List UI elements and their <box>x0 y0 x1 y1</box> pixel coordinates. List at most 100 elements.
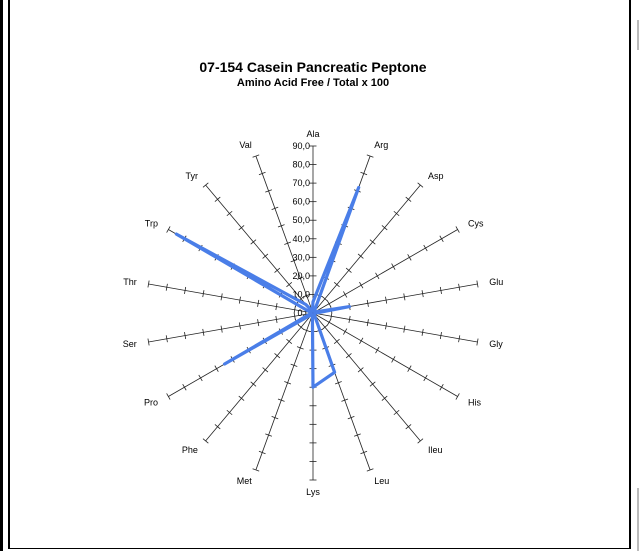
radar-axes <box>148 146 478 480</box>
axis-tick <box>366 154 374 158</box>
axis-tick <box>405 424 412 430</box>
axis-label-trp: Trp <box>145 219 158 229</box>
axis-tick <box>385 322 388 330</box>
axis-tick <box>303 328 311 333</box>
axis-label-cys: Cys <box>468 219 484 229</box>
radar-tick-labels: 0,0 10,0 20,0 30,0 40,0 50,0 60,0 70,0 80,0 90,0 <box>292 141 310 318</box>
axis-tick <box>262 367 269 373</box>
axis-line-phe <box>205 312 314 442</box>
axis-tick <box>166 226 171 233</box>
axis-tick <box>214 196 221 202</box>
axis-tick <box>290 363 298 367</box>
axis-tick <box>202 182 209 188</box>
data-point-ala <box>311 300 315 304</box>
axis-tick <box>455 393 460 400</box>
axis-tick <box>284 381 292 385</box>
axis-tick <box>405 196 412 202</box>
axis-line-his <box>312 312 458 397</box>
axis-tick <box>345 267 352 273</box>
data-point-leu <box>333 371 336 374</box>
axis-tick <box>226 409 233 416</box>
data-point-glu <box>348 305 351 308</box>
axis-line-ileu <box>312 312 421 442</box>
axis-tick <box>214 424 221 430</box>
axis-tick <box>262 253 269 259</box>
axis-tick <box>458 283 461 291</box>
tick-label: 70,0 <box>292 178 310 188</box>
axis-tick <box>296 346 304 350</box>
axis-tick <box>359 337 364 345</box>
axis-label-tyr: Tyr <box>185 171 198 181</box>
axis-tick <box>366 299 369 307</box>
axis-tick <box>439 286 442 294</box>
axis-tick <box>330 312 333 320</box>
axis-line-thr <box>148 283 314 314</box>
axis-tick <box>407 254 412 261</box>
axis-label-ser: Ser <box>123 339 137 349</box>
axis-tick <box>326 319 332 326</box>
axis-tick <box>403 293 406 301</box>
axis-tick <box>439 332 442 340</box>
data-point-lys <box>311 386 315 389</box>
axis-tick <box>257 299 260 307</box>
axis-line-tyr <box>205 184 314 314</box>
axis-tick <box>277 398 285 402</box>
axis-tick <box>345 353 352 359</box>
axis-tick <box>343 328 348 335</box>
data-point-ileu <box>312 313 316 316</box>
axis-tick <box>334 381 342 385</box>
radar-ticks <box>147 145 479 481</box>
chart-title: 07-154 Casein Pancreatic Peptone <box>199 59 426 75</box>
axis-tick <box>385 296 388 304</box>
radar-series <box>174 185 361 389</box>
axis-tick <box>359 281 364 289</box>
axis-tick <box>458 335 461 343</box>
tick-label: 0,0 <box>297 308 310 318</box>
axis-tick <box>353 433 361 437</box>
axis-tick <box>293 312 296 320</box>
data-point-arg <box>357 186 360 189</box>
axis-tick <box>184 286 187 294</box>
axis-tick <box>277 224 285 228</box>
tick-label: 80,0 <box>292 160 310 170</box>
axis-tick <box>391 356 396 363</box>
axis-tick <box>250 239 257 245</box>
axis-tick <box>343 291 348 298</box>
axis-tick <box>369 239 376 245</box>
axis-tick <box>214 365 219 372</box>
axis-tick <box>238 296 241 304</box>
axis-tick <box>421 290 424 298</box>
axis-line-val <box>255 155 314 314</box>
axis-tick <box>238 395 245 401</box>
axis-tick <box>333 282 340 288</box>
axis-tick <box>326 300 332 307</box>
data-point-trp <box>175 232 178 236</box>
axis-tick <box>347 416 355 420</box>
axis-label-ileu: Ileu <box>428 445 443 455</box>
axis-tick <box>375 346 380 354</box>
axis-tick <box>271 416 279 420</box>
tick-label: 40,0 <box>292 234 310 244</box>
axis-label-lys: Lys <box>306 487 320 497</box>
axis-tick <box>360 450 368 455</box>
axis-tick <box>275 303 278 311</box>
axis-tick <box>286 282 293 288</box>
axis-tick <box>407 365 412 372</box>
axis-tick <box>202 438 209 444</box>
axis-tick <box>439 235 444 243</box>
axis-tick <box>220 325 223 333</box>
chart-frame <box>8 0 631 549</box>
axis-tick <box>341 398 349 402</box>
axis-tick <box>455 226 460 233</box>
axis-tick <box>381 225 388 231</box>
chart-subtitle: Amino Acid Free / Total x 100 <box>237 77 389 89</box>
data-point-tyr <box>304 303 308 306</box>
axis-tick <box>265 189 273 193</box>
axis-tick <box>258 450 266 455</box>
series-line-0 <box>174 185 361 389</box>
axis-label-arg: Arg <box>374 140 388 150</box>
axis-label-phe: Phe <box>182 445 198 455</box>
axis-tick <box>348 315 351 323</box>
axis-label-pro: Pro <box>144 398 158 408</box>
axis-tick <box>369 381 376 387</box>
